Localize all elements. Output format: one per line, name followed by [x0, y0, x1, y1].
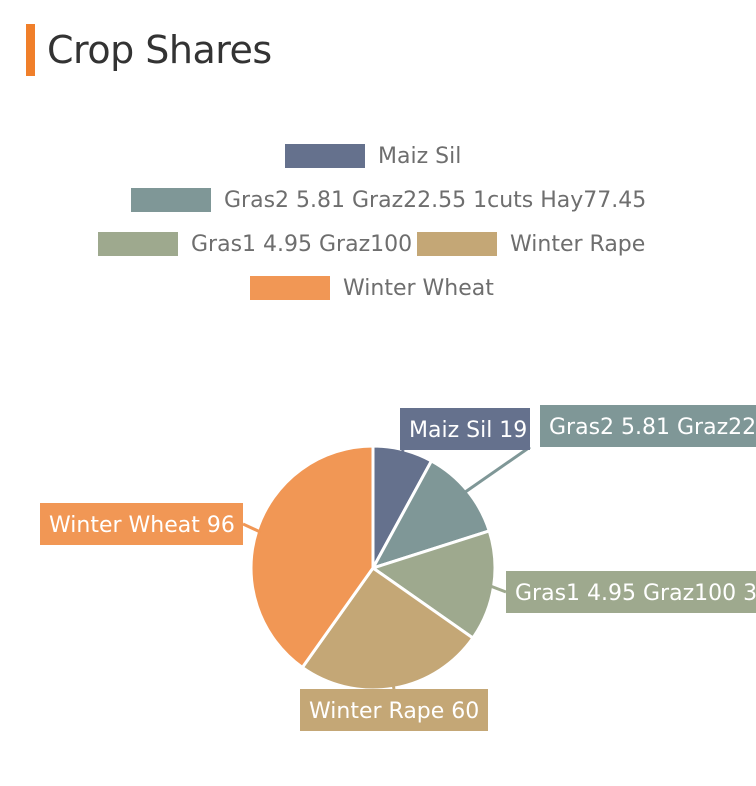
- legend-label: Maiz Sil: [378, 144, 461, 169]
- legend-swatch: [250, 276, 330, 300]
- leader-line: [400, 449, 405, 454]
- leader-line: [391, 683, 396, 690]
- data-label-box: [506, 571, 756, 613]
- legend-item[interactable]: Winter Wheat: [250, 276, 494, 301]
- data-label: Gras1 4.95 Graz100 35: [506, 571, 756, 613]
- legend: Maiz Sil Gras2 5.81 Graz22.55 1cuts Hay77…: [98, 144, 646, 301]
- pie-slices: [249, 444, 497, 692]
- legend-item[interactable]: Winter Rape: [417, 232, 645, 257]
- legend-label: Gras2 5.81 Graz22.55 1cuts Hay77.45: [224, 188, 646, 213]
- data-labels: Maiz Sil 19 Gras2 5.81 Graz22.55 1cuts Ha…: [40, 405, 756, 731]
- legend-label: Gras1 4.95 Graz100: [191, 232, 412, 257]
- data-label-text: Gras1 4.95 Graz100 35: [515, 581, 756, 606]
- leader-line: [489, 584, 507, 594]
- data-label: Maiz Sil 19: [400, 408, 530, 450]
- legend-label: Winter Wheat: [343, 276, 494, 301]
- legend-item[interactable]: Maiz Sil: [285, 144, 461, 169]
- legend-swatch: [285, 144, 365, 168]
- legend-swatch: [417, 232, 497, 256]
- data-label-text: Winter Rape 60: [309, 699, 479, 724]
- data-label-box: [540, 405, 756, 447]
- leader-line: [463, 445, 531, 495]
- data-label: Winter Wheat 96: [40, 503, 243, 545]
- data-label-text: Gras2 5.81 Graz22.55 1cuts Hay77.45 29: [549, 415, 756, 440]
- legend-swatch: [131, 188, 211, 212]
- legend-item[interactable]: Gras1 4.95 Graz100: [98, 232, 412, 257]
- title-accent-bar: [26, 24, 35, 76]
- data-label-box: [300, 689, 488, 731]
- leader-line: [242, 522, 262, 534]
- legend-item[interactable]: Gras2 5.81 Graz22.55 1cuts Hay77.45: [131, 188, 646, 213]
- data-label: Winter Rape 60: [300, 689, 488, 731]
- data-label-box: [400, 408, 530, 450]
- data-label: Gras2 5.81 Graz22.55 1cuts Hay77.45 29: [540, 405, 756, 447]
- title-block: Crop Shares: [26, 24, 272, 76]
- chart-title: Crop Shares: [47, 28, 272, 72]
- label-leader-lines: [242, 445, 531, 690]
- data-label-text: Maiz Sil 19: [409, 418, 527, 443]
- data-label-text: Winter Wheat 96: [49, 513, 235, 538]
- data-label-box: [40, 503, 243, 545]
- legend-label: Winter Rape: [510, 232, 645, 257]
- legend-swatch: [98, 232, 178, 256]
